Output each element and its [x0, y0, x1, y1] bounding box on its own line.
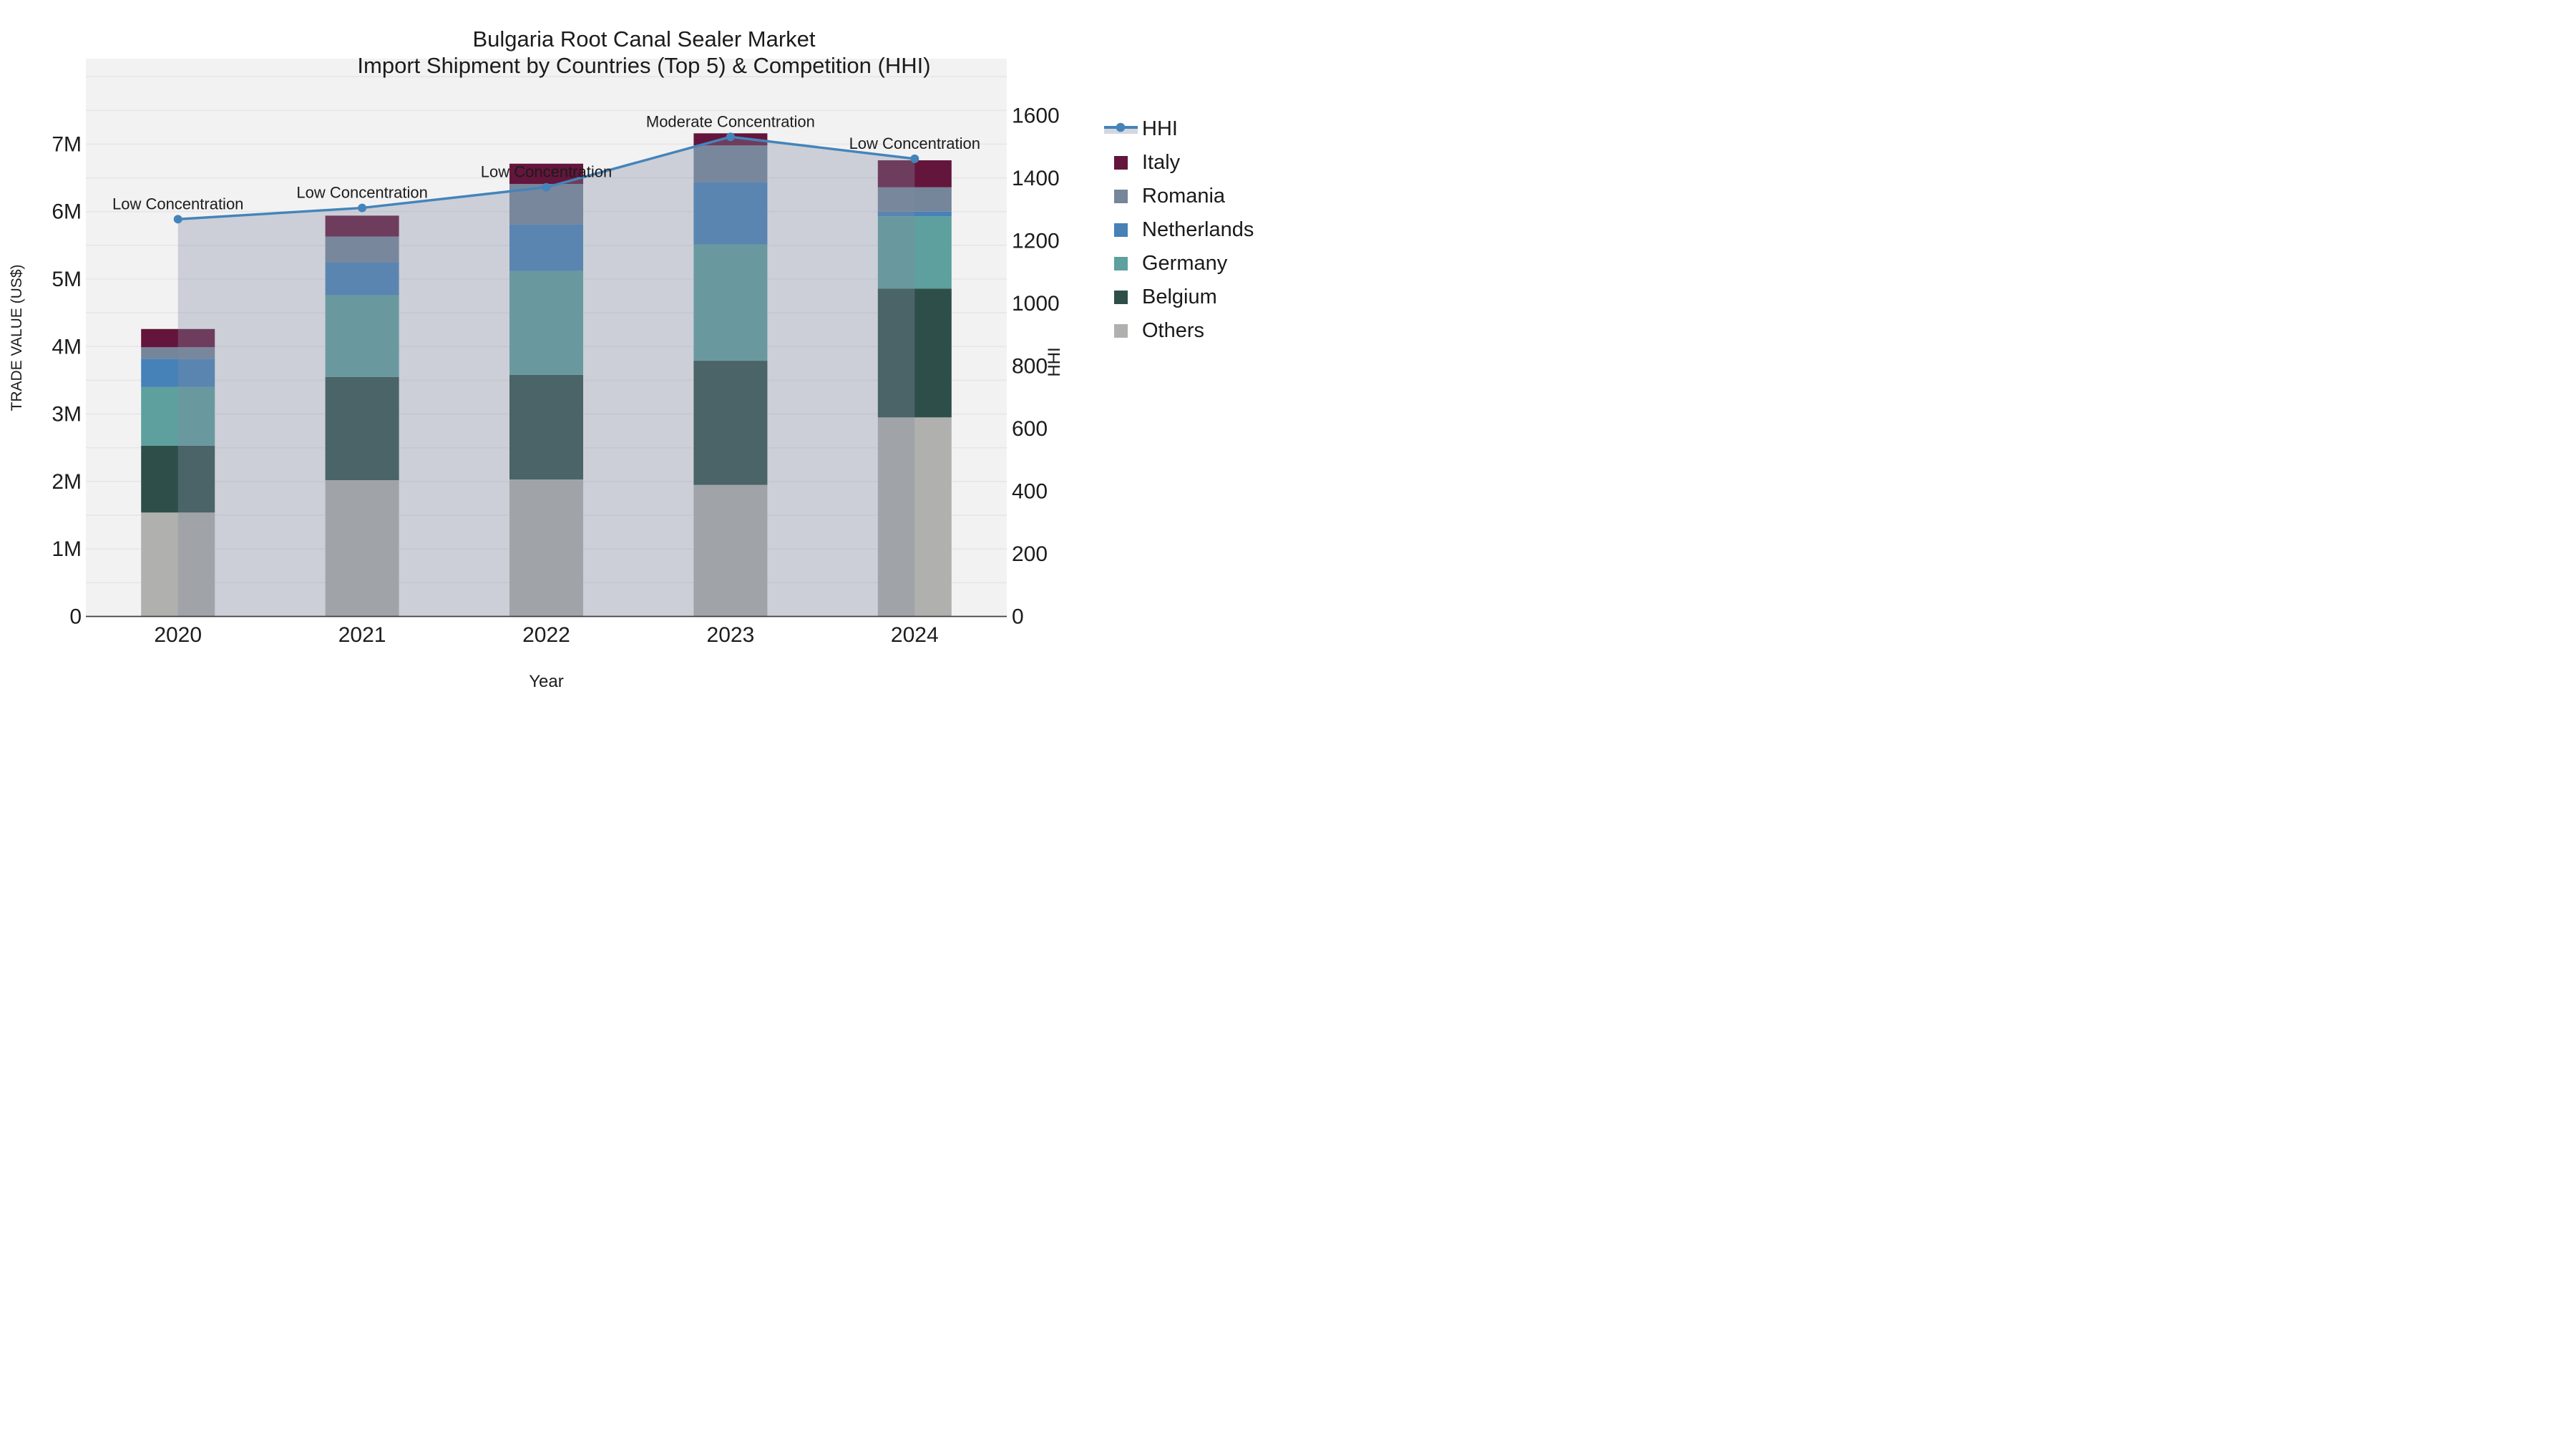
bar-netherlands-2024 [877, 211, 952, 217]
annotation-2023: Moderate Concentration [646, 112, 815, 130]
bar-romania-2021 [325, 236, 399, 263]
bar-romania-2020 [141, 347, 215, 359]
bar-netherlands-2023 [693, 182, 768, 245]
annotation-2022: Low Concentration [481, 163, 612, 181]
y2-tick-label: 1000 [1012, 292, 1060, 316]
y-axis-title: TRADE VALUE (US$) [9, 265, 25, 411]
y2-tick-label: 1400 [1012, 167, 1060, 190]
legend-label: Others [1142, 318, 1205, 342]
bar-others-2024 [877, 417, 952, 617]
legend-item-belgium[interactable]: Belgium [1104, 286, 1254, 308]
bar-belgium-2022 [509, 374, 583, 480]
chart-title: Bulgaria Root Canal Sealer Market [472, 26, 816, 52]
legend-item-germany[interactable]: Germany [1104, 251, 1254, 275]
y-tick-label: 1M [52, 537, 82, 561]
legend-label: Netherlands [1142, 218, 1254, 241]
bar-germany-2022 [509, 270, 583, 375]
legend-swatch-icon [1104, 253, 1138, 274]
bar-netherlands-2021 [325, 262, 399, 296]
x-tick-label: 2024 [891, 623, 939, 647]
legend-swatch-icon [1104, 152, 1138, 173]
annotation-2024: Low Concentration [849, 135, 980, 152]
bar-romania-2023 [693, 145, 768, 182]
y2-tick-label: 800 [1012, 355, 1048, 379]
bar-germany-2021 [325, 295, 399, 377]
chart-figure: Bulgaria Root Canal Sealer Market Import… [0, 0, 1288, 725]
x-tick-label: 2023 [707, 623, 755, 647]
y2-tick-label: 1200 [1012, 230, 1060, 253]
legend-swatch-icon [1104, 286, 1138, 308]
bar-germany-2020 [141, 386, 215, 446]
y-tick-label: 7M [52, 132, 82, 156]
bar-netherlands-2022 [509, 224, 583, 271]
x-tick-label: 2022 [522, 623, 570, 647]
hhi-marker-2020 [173, 215, 182, 224]
bar-italy-2024 [877, 160, 952, 187]
y-tick-label: 2M [52, 470, 82, 494]
annotation-2021: Low Concentration [296, 184, 427, 202]
plot-area: Low Concentration Low Concentration Low Co… [9, 59, 1064, 691]
y2-axis-title: HHI [1045, 347, 1064, 376]
legend-label: Italy [1142, 150, 1181, 174]
legend-item-italy[interactable]: Italy [1104, 150, 1254, 174]
y-tick-label: 0 [69, 605, 82, 629]
y2-tick-label: 200 [1012, 542, 1048, 566]
legend-label: HHI [1142, 117, 1178, 140]
bar-germany-2024 [877, 216, 952, 289]
legend-swatch-icon [1104, 219, 1138, 240]
bar-belgium-2020 [141, 445, 215, 513]
bar-italy-2021 [325, 215, 399, 237]
bar-others-2023 [693, 484, 768, 617]
bar-netherlands-2020 [141, 358, 215, 387]
y2-tick-label: 400 [1012, 480, 1048, 504]
bar-others-2022 [509, 479, 583, 617]
y-tick-label: 4M [52, 335, 82, 358]
chart-subtitle: Import Shipment by Countries (Top 5) & C… [357, 53, 931, 78]
y-tick-label: 3M [52, 403, 82, 426]
y2-tick-label: 1600 [1012, 104, 1060, 128]
legend-item-netherlands[interactable]: Netherlands [1104, 218, 1254, 241]
bar-germany-2023 [693, 244, 768, 361]
legend-label: Germany [1142, 251, 1228, 275]
chart-title-block: Bulgaria Root Canal Sealer Market Import… [0, 26, 1288, 79]
legend-swatch-icon [1104, 320, 1138, 341]
hhi-line-legend-icon [1104, 118, 1138, 140]
bar-others-2020 [141, 512, 215, 617]
y2-tick-label: 0 [1012, 605, 1024, 629]
bar-romania-2024 [877, 187, 952, 212]
y2-tick-label: 600 [1012, 417, 1048, 441]
hhi-fill-area [177, 137, 915, 617]
legend-item-others[interactable]: Others [1104, 318, 1254, 342]
hhi-marker-2024 [910, 154, 919, 163]
legend-item-romania[interactable]: Romania [1104, 184, 1254, 208]
hhi-marker-2021 [358, 203, 367, 213]
legend-label: Romania [1142, 184, 1226, 208]
legend-item-hhi[interactable]: HHI [1104, 117, 1254, 140]
legend: HHI Italy Romania Netherlands Germany Belgium… [1104, 117, 1254, 353]
y-tick-label: 6M [52, 200, 82, 224]
legend-label: Belgium [1142, 285, 1217, 308]
hhi-marker-2022 [542, 182, 551, 192]
annotation-2020: Low Concentration [112, 195, 243, 213]
bar-belgium-2023 [693, 361, 768, 485]
hhi-marker-2023 [726, 132, 735, 142]
y-tick-label: 5M [52, 268, 82, 291]
x-tick-label: 2020 [154, 623, 202, 647]
bar-others-2021 [325, 480, 399, 617]
bar-belgium-2021 [325, 376, 399, 481]
legend-swatch-icon [1104, 185, 1138, 207]
x-tick-label: 2021 [338, 623, 386, 647]
bar-italy-2020 [141, 328, 215, 348]
bar-belgium-2024 [877, 288, 952, 418]
x-axis-title: Year [529, 672, 564, 691]
